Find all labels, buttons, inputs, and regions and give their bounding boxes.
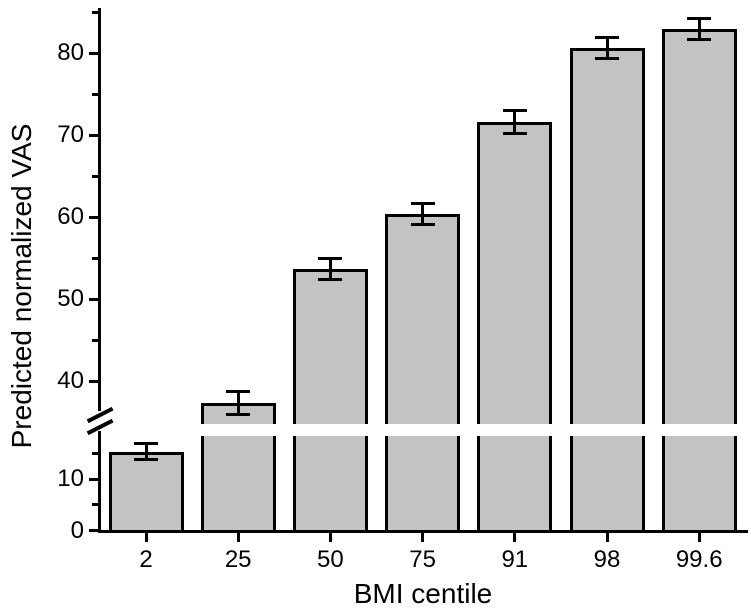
- error-bar-cap-bottom: [502, 131, 527, 135]
- error-bar-line: [605, 37, 609, 59]
- error-bar-cap-bottom: [687, 38, 712, 42]
- y-major-tick: [89, 297, 98, 301]
- error-bar-cap-top: [687, 17, 712, 21]
- x-major-tick: [236, 533, 240, 542]
- error-bar-line: [513, 110, 517, 134]
- x-axis-line: [98, 530, 748, 533]
- y-minor-tick: [92, 338, 98, 342]
- error-bar-cap-top: [134, 442, 158, 446]
- x-tick-label: 91: [501, 546, 529, 573]
- y-tick-label: 0: [70, 516, 84, 544]
- error-bar-cap-bottom: [410, 222, 435, 226]
- y-major-tick: [89, 51, 98, 55]
- x-tick-label: 75: [409, 546, 436, 573]
- y-tick-label: 40: [57, 367, 84, 394]
- y-major-tick: [89, 215, 98, 219]
- y-tick-label: 10: [57, 465, 84, 492]
- x-major-tick: [144, 533, 148, 542]
- x-major-tick: [697, 533, 701, 542]
- x-tick-label: 98: [593, 546, 621, 573]
- bar-bmi-25: [200, 403, 276, 533]
- error-bar-line: [236, 391, 240, 415]
- x-major-tick: [513, 533, 517, 542]
- bar-bmi-91: [477, 121, 553, 533]
- x-tick-label: 50: [317, 546, 344, 573]
- y-major-tick: [89, 379, 98, 383]
- x-tick-label: 25: [224, 546, 252, 573]
- x-tick-label: 99.6: [675, 546, 723, 573]
- error-bar-cap-bottom: [134, 457, 158, 461]
- y-minor-tick: [92, 503, 98, 507]
- error-bar-cap-top: [226, 390, 251, 394]
- error-bar-cap-top: [410, 201, 435, 205]
- y-major-tick: [89, 529, 98, 532]
- y-axis-line: [98, 8, 101, 533]
- y-tick-label: 80: [57, 39, 84, 66]
- error-bar-cap-bottom: [595, 57, 619, 61]
- x-tick-label: 2: [139, 546, 153, 573]
- error-bar-line: [144, 443, 148, 460]
- bar-bmi-50: [292, 268, 368, 533]
- y-major-tick: [89, 477, 98, 481]
- bar-bmi-2: [108, 451, 184, 533]
- bar-bmi-98: [569, 48, 645, 533]
- x-major-tick: [421, 533, 425, 542]
- y-tick-label: 50: [57, 285, 84, 312]
- axis-break-band: [102, 424, 751, 436]
- x-major-tick: [328, 533, 332, 542]
- error-bar-cap-top: [595, 35, 619, 39]
- y-axis-break-gap: [97, 411, 102, 431]
- x-axis-title: BMI centile: [353, 578, 493, 609]
- error-bar-cap-bottom: [226, 413, 251, 417]
- y-major-tick: [89, 133, 98, 137]
- error-bar-line: [421, 203, 425, 225]
- bar-bmi-75: [385, 213, 461, 533]
- y-minor-tick: [92, 10, 98, 14]
- y-minor-tick: [92, 451, 98, 455]
- y-tick-label: 60: [57, 203, 84, 230]
- error-bar-cap-top: [502, 108, 527, 112]
- y-minor-tick: [92, 92, 98, 96]
- error-bar-line: [328, 258, 332, 280]
- bar-bmi-99.6: [661, 29, 737, 533]
- error-bar-line: [697, 18, 701, 40]
- y-minor-tick: [92, 174, 98, 178]
- y-tick-label: 70: [57, 121, 84, 148]
- error-bar-cap-top: [318, 256, 343, 260]
- x-major-tick: [605, 533, 609, 542]
- error-bar-cap-bottom: [318, 277, 343, 281]
- y-minor-tick: [92, 256, 98, 260]
